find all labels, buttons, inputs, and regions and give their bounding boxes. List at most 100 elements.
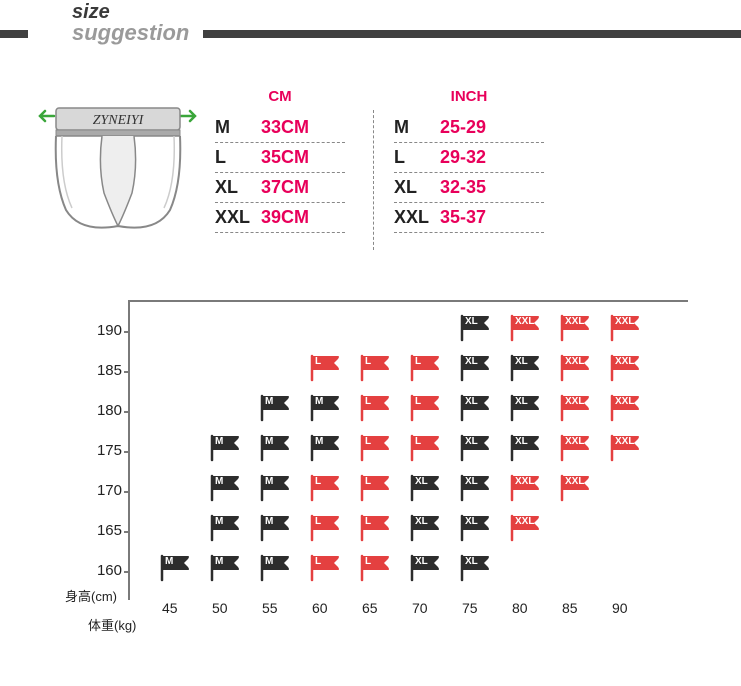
y-tick-label: 165 [88, 522, 122, 539]
size-flag: XXL [558, 474, 592, 502]
size-flag: L [358, 554, 392, 582]
flag-label: L [315, 556, 321, 567]
table-row: XXL39CM [215, 203, 345, 233]
x-tick-label: 90 [612, 600, 628, 616]
flag-label: XXL [615, 356, 634, 367]
size-flag: XL [458, 394, 492, 422]
x-tick-label: 45 [162, 600, 178, 616]
size-flag: XL [508, 354, 542, 382]
flag-label: XL [465, 316, 478, 327]
flag-label: XL [515, 436, 528, 447]
flag-label: M [165, 556, 173, 567]
y-tick-label: 175 [88, 442, 122, 459]
size-label: L [215, 147, 261, 168]
y-tick [124, 411, 130, 413]
size-flag: L [408, 354, 442, 382]
size-flag: L [308, 354, 342, 382]
y-axis [128, 300, 130, 600]
size-flag: XL [458, 554, 492, 582]
flag-label: XL [415, 556, 428, 567]
table-row: XL32-35 [394, 173, 544, 203]
size-flag: XL [458, 514, 492, 542]
size-flag: M [208, 434, 242, 462]
size-chart: 身高(cm) 体重(kg) 190185180175170165160 4550… [80, 300, 700, 620]
product-illustration: ZYNEIYI [20, 88, 215, 248]
title-block: size suggestion [28, 2, 203, 44]
flag-label: XXL [565, 476, 584, 487]
size-label: M [394, 117, 440, 138]
size-value: 25-29 [440, 117, 520, 138]
y-tick [124, 331, 130, 333]
table-divider [373, 110, 374, 250]
size-flag: L [308, 554, 342, 582]
size-label: XXL [215, 207, 261, 228]
size-flag: L [308, 514, 342, 542]
flag-label: L [415, 436, 421, 447]
size-flag: XXL [608, 394, 642, 422]
flag-label: M [215, 476, 223, 487]
flag-label: M [265, 396, 273, 407]
flag-label: M [215, 436, 223, 447]
size-flag: L [358, 434, 392, 462]
y-tick-label: 190 [88, 322, 122, 339]
flag-label: M [265, 516, 273, 527]
flag-label: L [365, 396, 371, 407]
size-flag: L [408, 394, 442, 422]
flag-label: M [265, 556, 273, 567]
flag-label: L [365, 516, 371, 527]
flag-label: L [365, 436, 371, 447]
size-flag: XXL [558, 354, 592, 382]
flag-label: XL [465, 356, 478, 367]
size-flag: L [358, 354, 392, 382]
x-tick-label: 85 [562, 600, 578, 616]
y-tick-label: 180 [88, 402, 122, 419]
table-row: XXL35-37 [394, 203, 544, 233]
flag-label: M [265, 436, 273, 447]
flag-label: XL [515, 396, 528, 407]
flag-label: L [315, 516, 321, 527]
table-row: M33CM [215, 113, 345, 143]
flag-label: XL [465, 556, 478, 567]
y-tick-label: 185 [88, 362, 122, 379]
flag-label: XL [415, 516, 428, 527]
y-tick [124, 571, 130, 573]
flag-label: XL [465, 516, 478, 527]
flag-label: XXL [615, 396, 634, 407]
size-flag: M [258, 394, 292, 422]
size-flag: XL [458, 314, 492, 342]
flag-label: M [265, 476, 273, 487]
size-flag: XL [508, 394, 542, 422]
x-tick-label: 80 [512, 600, 528, 616]
x-tick-label: 50 [212, 600, 228, 616]
size-flag: XXL [508, 314, 542, 342]
size-flag: XXL [558, 394, 592, 422]
flag-label: XXL [615, 436, 634, 447]
flag-label: L [365, 556, 371, 567]
size-value: 39CM [261, 207, 331, 228]
flag-label: M [215, 516, 223, 527]
inch-table: INCH M25-29L29-32XL32-35XXL35-37 [394, 88, 544, 233]
table-row: XL37CM [215, 173, 345, 203]
y-tick [124, 531, 130, 533]
x-tick-label: 75 [462, 600, 478, 616]
size-flag: XXL [608, 314, 642, 342]
x-tick-label: 60 [312, 600, 328, 616]
flag-label: XL [465, 436, 478, 447]
size-flag: XL [408, 554, 442, 582]
flag-label: L [365, 356, 371, 367]
flag-label: L [315, 476, 321, 487]
size-flag: M [208, 514, 242, 542]
size-flag: XL [458, 474, 492, 502]
x-tick-label: 70 [412, 600, 428, 616]
table-row: M25-29 [394, 113, 544, 143]
flag-label: XXL [565, 356, 584, 367]
size-label: XXL [394, 207, 440, 228]
size-flag: XL [408, 514, 442, 542]
size-flag: L [358, 474, 392, 502]
y-tick [124, 491, 130, 493]
x-tick-label: 65 [362, 600, 378, 616]
flag-label: XXL [515, 316, 534, 327]
size-flag: M [308, 394, 342, 422]
size-flag: L [308, 474, 342, 502]
y-tick [124, 451, 130, 453]
